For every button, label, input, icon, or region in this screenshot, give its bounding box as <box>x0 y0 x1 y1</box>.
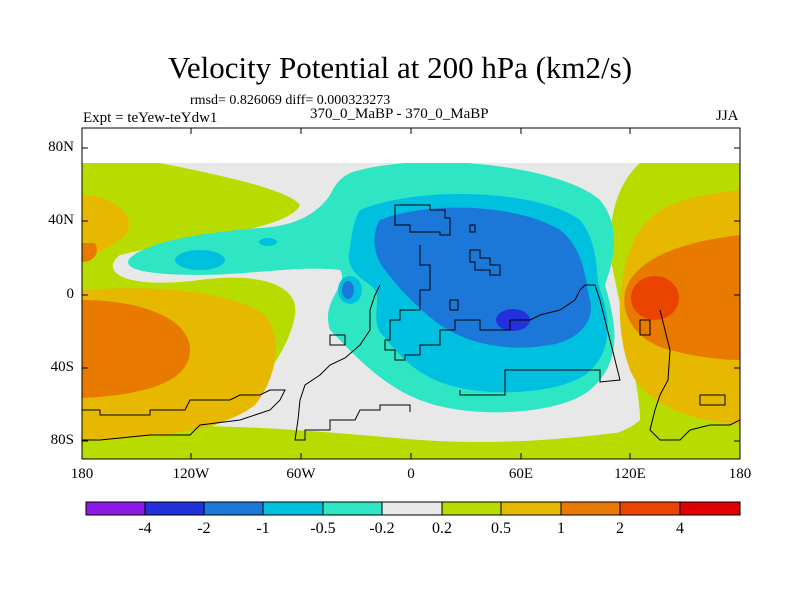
colorbar <box>85 501 741 516</box>
colorbar-box-1 <box>85 501 146 516</box>
colorbar-label: 2 <box>616 520 624 537</box>
colorbar-box-7 <box>441 501 502 516</box>
figure-title: Velocity Potential at 200 hPa (km2/s) <box>167 50 633 85</box>
colorbar-box-11 <box>679 501 741 516</box>
negative-strong-small <box>342 281 354 299</box>
experiment-label: Expt = teYew-teYdw1 <box>83 110 218 126</box>
colorbar-label: -0.5 <box>310 520 336 537</box>
colorbar-label: 1 <box>557 520 565 537</box>
lon-ticks <box>190 128 631 459</box>
negative-moderate-dot <box>259 238 277 246</box>
negative-strong-region <box>374 207 591 348</box>
colorbar-label: 0.2 <box>432 520 452 537</box>
coastlines <box>82 204 740 441</box>
lat-label-80s: 80S <box>50 432 74 448</box>
colorbar-box-8 <box>500 501 562 516</box>
colorbar-box-4 <box>262 501 324 516</box>
positive-band-south <box>82 425 740 459</box>
lat-label-40n: 40N <box>48 212 74 228</box>
contour-field <box>82 163 740 459</box>
colorbar-box-2 <box>144 501 205 516</box>
colorbar-label: -0.2 <box>369 520 395 537</box>
colorbar-box-3 <box>203 501 264 516</box>
negative-moderate-west <box>175 250 225 270</box>
colorbar-box-10 <box>619 501 681 516</box>
lat-label-eq: 0 <box>66 286 75 302</box>
lon-label-120e: 120E <box>614 466 646 482</box>
colorbar-box-5 <box>322 501 383 516</box>
lon-label-0: 0 <box>407 466 415 482</box>
lat-label-80n: 80N <box>48 139 74 155</box>
very-strong-east <box>631 276 679 320</box>
colorbar-label: -4 <box>138 520 152 537</box>
strong-east <box>624 235 740 360</box>
lon-label-60e: 60E <box>508 466 534 482</box>
stats-line: rmsd= 0.826069 diff= 0.000323273 <box>190 93 391 108</box>
moderate-west-north <box>82 195 130 258</box>
lon-label-180e: 180 <box>728 466 752 482</box>
colorbar-label: -1 <box>256 520 270 537</box>
lon-label-60w: 60W <box>286 466 316 482</box>
lat-label-40s: 40S <box>50 359 74 375</box>
runs-label: 370_0_MaBP - 370_0_MaBP <box>310 106 489 122</box>
lon-label-180w: 180 <box>70 466 94 482</box>
season-label: JJA <box>716 108 739 124</box>
strong-west-small <box>82 243 97 262</box>
strong-west <box>82 300 190 398</box>
colorbar-label: 0.5 <box>491 520 511 537</box>
colorbar-label: -2 <box>197 520 211 537</box>
colorbar-box-9 <box>560 501 621 516</box>
lat-ticks <box>82 147 740 442</box>
lon-label-120w: 120W <box>172 466 210 482</box>
colorbar-box-6 <box>381 501 443 516</box>
colorbar-label: 4 <box>676 520 684 537</box>
